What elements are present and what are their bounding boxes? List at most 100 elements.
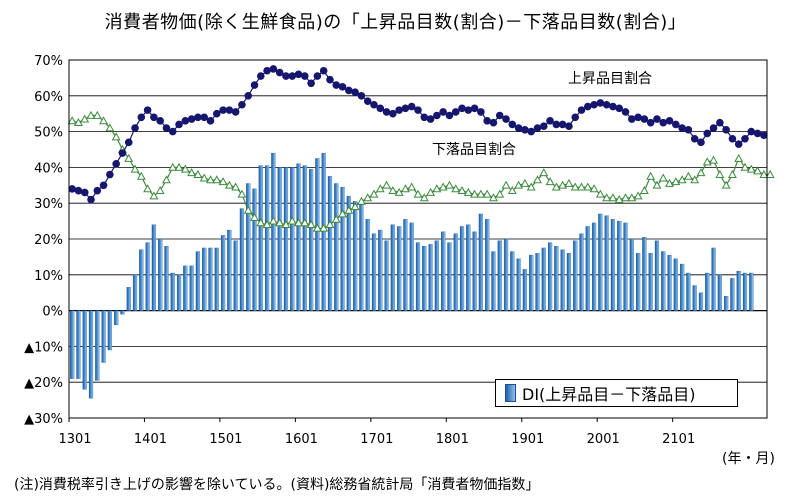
di-bar — [736, 271, 741, 311]
di-bar — [390, 224, 395, 311]
up-point — [514, 124, 523, 132]
up-point — [615, 104, 624, 113]
di-bars — [70, 152, 754, 399]
down-point — [256, 218, 266, 227]
di-bar — [264, 165, 270, 311]
up-point — [112, 160, 120, 168]
up-point — [401, 104, 410, 113]
up-point — [684, 126, 693, 134]
down-point — [759, 169, 769, 178]
di-bar — [126, 287, 131, 311]
up-point — [124, 138, 133, 147]
di-bar — [321, 152, 326, 311]
di-bar — [434, 240, 439, 311]
up-point — [288, 72, 297, 80]
legend: DI(上昇品目－下落品目) — [495, 379, 738, 407]
up-point — [382, 108, 391, 116]
down-point — [577, 182, 586, 191]
down-point — [92, 110, 102, 119]
down-point — [564, 178, 574, 187]
up-point — [445, 111, 454, 120]
di-bar — [365, 219, 370, 311]
up-point — [99, 181, 108, 190]
down-point — [463, 187, 473, 196]
x-tick-label: 1401 — [134, 432, 167, 447]
down-point — [639, 186, 649, 195]
di-bar — [742, 272, 748, 311]
up-point — [703, 129, 712, 138]
di-bar — [503, 238, 509, 311]
down-point — [451, 184, 461, 193]
di-bar — [680, 263, 685, 311]
di-bar — [510, 251, 515, 311]
up-point — [552, 120, 561, 129]
up-point — [187, 115, 196, 123]
down-point — [677, 175, 687, 184]
down-point — [162, 175, 171, 184]
up-point — [653, 115, 661, 123]
up-point — [250, 81, 259, 89]
down-point — [319, 223, 329, 232]
down-point — [73, 118, 83, 127]
down-series — [67, 110, 775, 232]
di-bar — [170, 272, 175, 311]
di-bar — [598, 213, 603, 311]
di-bar — [132, 274, 138, 311]
di-bar — [227, 229, 232, 311]
down-point — [671, 177, 681, 186]
di-bar — [648, 253, 653, 311]
up-series — [68, 65, 768, 204]
down-point — [407, 182, 417, 191]
down-point — [621, 193, 630, 202]
down-point — [193, 169, 203, 178]
up-point — [728, 134, 737, 143]
di-bar — [591, 222, 597, 311]
up-point — [162, 124, 171, 132]
up-point — [301, 72, 309, 80]
up-point — [628, 115, 636, 123]
up-point — [68, 185, 76, 193]
di-bar — [654, 240, 660, 311]
up-point — [143, 106, 152, 114]
up-point — [225, 106, 234, 114]
di-bar — [409, 222, 414, 311]
chart-title: 消費者物価(除く生鮮食品)の「上昇品目数(割合)－下落品目数(割合)」 — [104, 12, 687, 33]
down-point — [715, 169, 725, 178]
up-point — [489, 118, 498, 127]
di-bar — [139, 249, 144, 311]
di-bar — [359, 203, 364, 311]
down-point — [734, 153, 744, 162]
down-point — [696, 168, 706, 177]
down-point — [180, 164, 190, 173]
y-tick-label: ▲10% — [24, 340, 63, 355]
down-point — [224, 180, 234, 189]
down-point — [602, 193, 612, 202]
down-point — [356, 196, 366, 205]
up-point — [533, 124, 542, 132]
di-bar — [202, 247, 207, 311]
down-point — [312, 223, 322, 232]
down-point — [338, 209, 347, 218]
up-point — [156, 117, 164, 125]
down-point — [400, 184, 410, 193]
x-tick-label: 2101 — [662, 432, 695, 447]
di-bar — [384, 240, 389, 311]
di-bar — [541, 247, 546, 311]
up-point — [665, 117, 674, 125]
up-point — [238, 100, 246, 109]
di-bar — [120, 310, 125, 315]
down-point — [665, 178, 674, 187]
up-point — [319, 66, 328, 75]
di-bar — [547, 242, 553, 311]
up-point — [697, 138, 705, 147]
up-point — [609, 102, 617, 111]
di-bar — [724, 296, 729, 311]
di-bar — [522, 269, 528, 311]
di-bar — [195, 251, 201, 311]
di-bar — [453, 233, 458, 311]
up-point — [194, 113, 202, 122]
down-point — [287, 216, 297, 225]
di-bar — [566, 253, 572, 311]
di-bar — [428, 244, 433, 311]
up-point — [546, 117, 554, 125]
